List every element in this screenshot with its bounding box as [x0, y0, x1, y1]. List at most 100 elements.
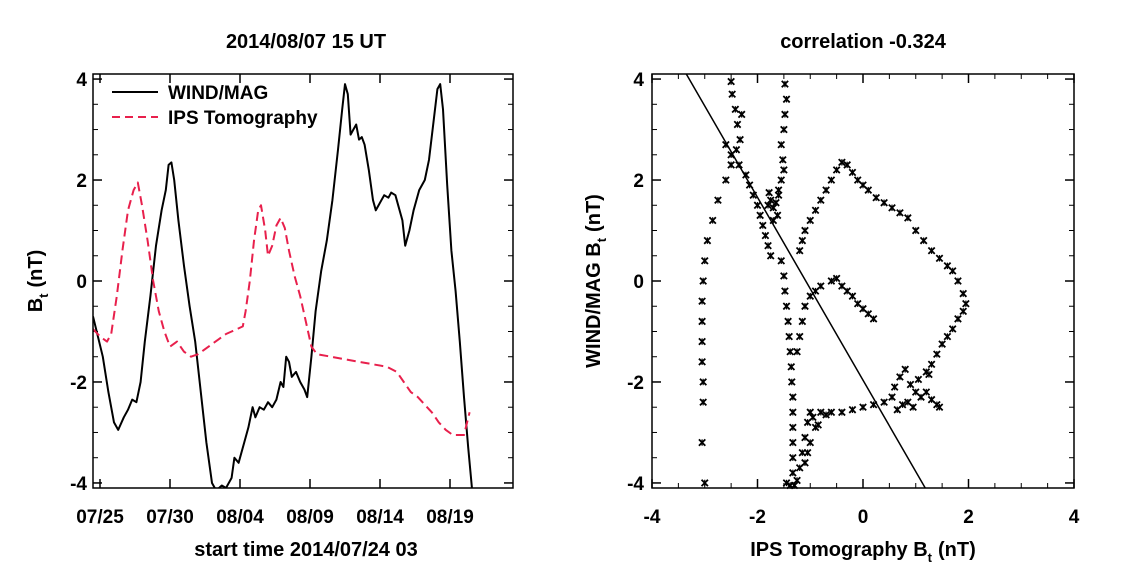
scatter-point: [901, 365, 910, 374]
right-y-tick-labels: 4 2 0 -2 -4: [627, 70, 644, 495]
scatter-point: [698, 297, 706, 306]
scatter-point: [880, 398, 888, 407]
left-plot-frame: [92, 73, 514, 489]
right-y-label-unit: (nT): [583, 194, 605, 232]
scatter-point: [888, 203, 896, 212]
scatter-point: [816, 408, 825, 417]
scatter-point: [827, 277, 836, 285]
scatter-point: [772, 198, 780, 207]
scatter-point: [948, 325, 957, 333]
scatter-point: [959, 289, 968, 298]
scatter-point: [848, 168, 857, 177]
scatter-point: [922, 388, 931, 396]
scatter-point: [703, 236, 712, 245]
scatter-point: [698, 357, 706, 366]
scatter-point: [811, 423, 820, 432]
left-y-tick-label-1: 2: [76, 171, 87, 192]
scatter-point: [919, 236, 928, 245]
scatter-point: [938, 340, 946, 348]
scatter-point: [764, 241, 772, 250]
scatter-point: [909, 403, 917, 412]
series-line-wind-mag: [93, 83, 473, 488]
right-ticks: [651, 74, 1075, 488]
scatter-point: [801, 302, 809, 311]
left-x-tick-label-4: 08/14: [356, 507, 404, 528]
left-y-axis-label: Bt (nT): [25, 250, 51, 313]
time-series-panel: 2014/08/07 15 UT 07/25 07/30 08/04 08/09 08/…: [25, 31, 514, 561]
right-x-tick-label-4: 4: [1069, 507, 1080, 528]
left-y-label-sub: t: [36, 293, 51, 298]
scatter-point: [777, 256, 786, 265]
scatter-point: [789, 408, 797, 417]
scatter-point: [777, 140, 786, 149]
svg-text:WIND/MAG Bt(nT): WIND/MAG Bt (nT): [583, 194, 609, 368]
scatter-point: [708, 216, 717, 225]
scatter-point: [806, 216, 815, 225]
scatter-point: [801, 458, 809, 467]
left-x-axis-label: start time 2014/07/24 03: [194, 539, 418, 561]
scatter-point: [798, 236, 807, 245]
left-x-tick-label-3: 08/09: [286, 507, 334, 528]
scatter-point: [803, 448, 812, 457]
left-series-group: [93, 83, 473, 488]
left-y-tick-label-4: -4: [70, 474, 87, 495]
scatter-point: [699, 277, 708, 285]
scatter-point: [774, 186, 783, 194]
scatter-point: [728, 90, 737, 99]
scatter-point: [832, 274, 841, 283]
scatter-point: [880, 198, 888, 207]
scatter-point: [801, 226, 809, 235]
scatter-point: [727, 77, 735, 86]
right-y-tick-label-4: -4: [627, 474, 644, 495]
right-x-tick-label-1: -2: [749, 507, 766, 528]
scatter-point: [935, 403, 944, 412]
svg-text:Bt(nT): Bt (nT): [25, 250, 51, 313]
scatter-point: [777, 176, 786, 184]
right-y-tick-label-2: 0: [633, 272, 644, 293]
scatter-point: [782, 302, 791, 311]
scatter-point: [787, 378, 796, 386]
left-x-tick-label-1: 07/30: [146, 507, 194, 528]
right-x-label-sub: t: [928, 550, 933, 565]
scatter-point: [722, 176, 730, 184]
left-y-tick-label-0: 4: [76, 70, 87, 91]
scatter-point: [714, 196, 722, 205]
right-y-axis-label: WIND/MAG Bt (nT): [583, 194, 609, 368]
scatter-point: [890, 383, 899, 391]
scatter-point: [798, 317, 807, 326]
scatter-point: [781, 110, 789, 119]
left-x-tick-label-2: 08/04: [216, 507, 264, 528]
left-y-label-main: B: [25, 298, 47, 312]
right-chart-title: correlation -0.324: [780, 31, 947, 53]
scatter-point: [816, 196, 825, 205]
scatter-point: [698, 317, 706, 326]
scatter-point: [811, 206, 820, 215]
scatter-point: [827, 176, 836, 184]
scatter-point: [843, 161, 852, 169]
left-y-label-unit: (nT): [25, 250, 47, 288]
scatter-point: [896, 209, 904, 217]
scatter-point: [943, 332, 952, 341]
scatter-point: [780, 166, 788, 174]
fit-line: [685, 73, 926, 489]
right-y-label-main: WIND/MAG B: [583, 242, 605, 368]
left-chart-title: 2014/08/07 15 UT: [226, 31, 386, 53]
scatter-point: [888, 393, 896, 401]
scatter-point: [795, 246, 804, 255]
scatter-point: [906, 380, 915, 389]
scatter-point: [778, 155, 787, 164]
scatter-point: [736, 135, 744, 144]
scatter-point: [699, 398, 708, 407]
scatter-point: [896, 373, 904, 381]
scatter-point: [954, 315, 962, 323]
scatter-point: [766, 251, 775, 260]
scatter-point: [789, 453, 797, 462]
scatter-point: [733, 120, 742, 129]
right-x-tick-labels: -4 -2 0 2 4: [644, 507, 1080, 528]
scatter-point: [822, 186, 830, 194]
scatter-point: [731, 105, 740, 114]
scatter-point: [872, 193, 881, 202]
scatter-point: [782, 95, 791, 104]
scatter-point: [787, 362, 796, 371]
scatter-point: [789, 469, 797, 477]
